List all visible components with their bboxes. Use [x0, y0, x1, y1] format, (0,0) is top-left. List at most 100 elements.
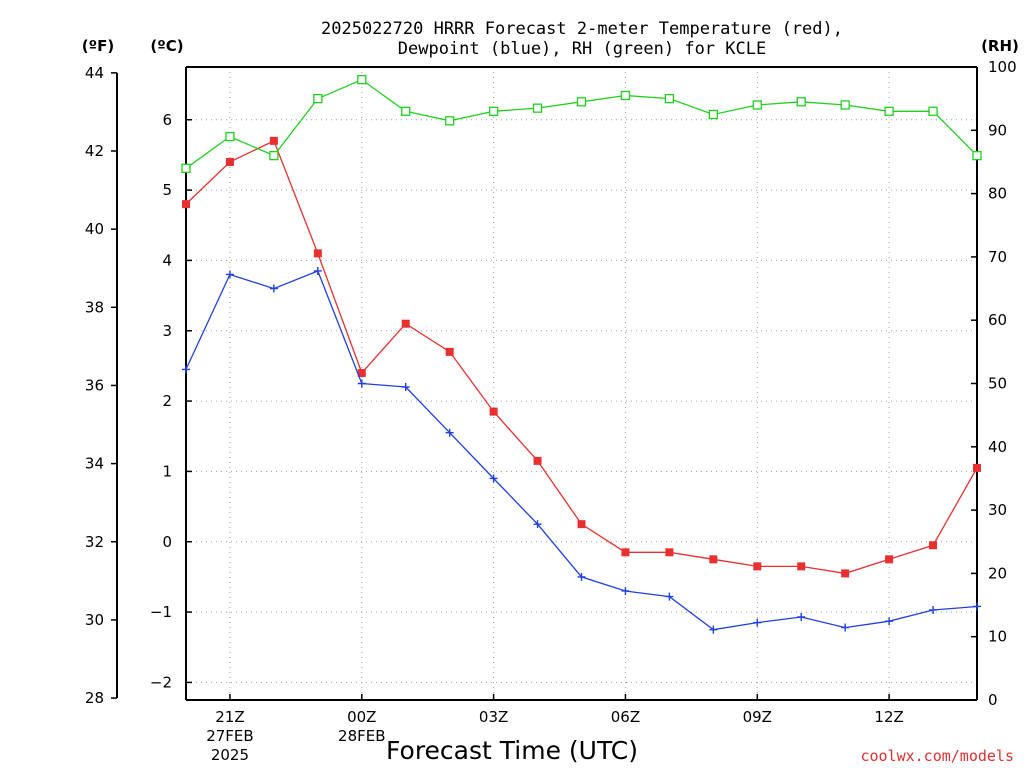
x-tick-label: 09Z [743, 708, 772, 726]
rh-point [576, 97, 587, 107]
dewpoint-point [357, 379, 366, 388]
rh-point [752, 100, 762, 110]
fahrenheit-tick-label: 32 [85, 533, 104, 551]
rh-point [181, 163, 191, 173]
x-tick-label: 12Z [874, 708, 903, 726]
celsius-tick-label: 5 [162, 181, 172, 199]
temperature-point [753, 562, 762, 571]
temperature-point [357, 368, 366, 377]
fahrenheit-tick-label: 34 [85, 455, 104, 473]
dewpoint-point [929, 605, 938, 614]
rh-tick-label: 0 [988, 691, 998, 709]
fahrenheit-tick-label: 30 [85, 611, 104, 629]
dewpoint-point [621, 586, 630, 595]
rh-point [796, 97, 806, 107]
celsius-tick-label: 2 [162, 392, 172, 410]
dewpoint-point [885, 617, 894, 626]
temperature-point [841, 569, 850, 578]
temperature-point [709, 555, 718, 564]
temperature-series-line [185, 140, 978, 575]
x-tick-date-label: 28FEB [338, 727, 385, 745]
dewpoint-point [445, 428, 454, 437]
rh-tick-label: 90 [988, 121, 1007, 139]
fahrenheit-tick-label: 40 [85, 220, 104, 238]
dewpoint-point [182, 365, 190, 374]
x-tick-label: 03Z [479, 708, 508, 726]
temperature-point [401, 319, 410, 328]
dewpoint-point [753, 618, 762, 627]
rh-tick-label: 30 [988, 501, 1007, 519]
rh-point [840, 100, 850, 110]
temperature-point [885, 555, 894, 564]
fahrenheit-unit-label: (ºF) [82, 37, 114, 55]
series-group [181, 75, 982, 634]
rh-point [357, 75, 367, 85]
celsius-unit-label: (ºC) [150, 37, 183, 55]
dewpoint-point [841, 623, 850, 632]
temperature-point [489, 407, 498, 416]
fahrenheit-tick-label: 42 [85, 142, 104, 160]
temperature-point [445, 347, 454, 356]
x-tick-year-label: 2025 [211, 746, 249, 764]
rh-tick-label: 10 [988, 628, 1007, 646]
temperature-point [313, 249, 322, 258]
grid-lines [186, 67, 977, 700]
dewpoint-point [577, 572, 586, 581]
temperature-point [577, 520, 586, 529]
axes: −2−1012345628303234363840424401020304050… [85, 58, 1017, 764]
rh-tick-label: 60 [988, 311, 1007, 329]
x-tick-label: 06Z [611, 708, 640, 726]
celsius-tick-label: 6 [162, 111, 172, 129]
credit-label: coolwx.com/models [860, 747, 1014, 765]
temperature-point [973, 463, 981, 472]
fahrenheit-tick-label: 44 [85, 64, 104, 82]
rh-point [532, 103, 543, 113]
rh-tick-label: 50 [988, 375, 1007, 393]
temperature-point [929, 541, 938, 550]
temperature-point [665, 548, 674, 557]
dewpoint-point [269, 284, 278, 293]
dewpoint-point [489, 474, 498, 483]
dewpoint-point [973, 602, 981, 611]
celsius-tick-label: 3 [162, 322, 172, 340]
rh-point [401, 106, 411, 116]
x-tick-label: 21Z [215, 708, 244, 726]
rh-point [225, 131, 235, 142]
rh-point [445, 116, 455, 126]
fahrenheit-tick-label: 28 [85, 689, 104, 707]
temperature-point [225, 157, 234, 166]
dewpoint-point [401, 383, 410, 392]
dewpoint-point [225, 270, 234, 279]
temperature-point [533, 456, 542, 465]
rh-tick-label: 20 [988, 564, 1007, 582]
celsius-tick-label: −2 [150, 673, 172, 691]
rh-point [488, 106, 499, 116]
dewpoint-point [313, 266, 322, 275]
temperature-point [621, 548, 630, 557]
dewpoint-point [533, 520, 542, 529]
fahrenheit-tick-label: 36 [85, 376, 104, 394]
rh-tick-label: 70 [988, 248, 1007, 266]
rh-unit-label: (RH) [981, 37, 1019, 55]
dewpoint-point [665, 592, 674, 601]
celsius-tick-label: 1 [162, 462, 172, 480]
celsius-tick-label: −1 [150, 603, 172, 621]
fahrenheit-tick-label: 38 [85, 298, 104, 316]
dewpoint-point [797, 613, 806, 622]
temperature-point [269, 136, 278, 145]
rh-point [708, 109, 718, 120]
temperature-point [182, 200, 190, 209]
rh-tick-label: 100 [988, 58, 1017, 76]
rh-point [884, 106, 894, 116]
rh-tick-label: 80 [988, 185, 1007, 203]
x-axis-label: Forecast Time (UTC) [386, 736, 638, 765]
celsius-tick-label: 4 [162, 251, 172, 269]
dewpoint-point [709, 625, 718, 634]
celsius-tick-label: 0 [162, 533, 172, 551]
rh-point [664, 94, 675, 104]
chart-title-line-1: 2025022720 HRRR Forecast 2-meter Tempera… [321, 19, 843, 39]
x-tick-label: 00Z [347, 708, 376, 726]
rh-point [313, 94, 323, 104]
rh-point [269, 150, 279, 161]
